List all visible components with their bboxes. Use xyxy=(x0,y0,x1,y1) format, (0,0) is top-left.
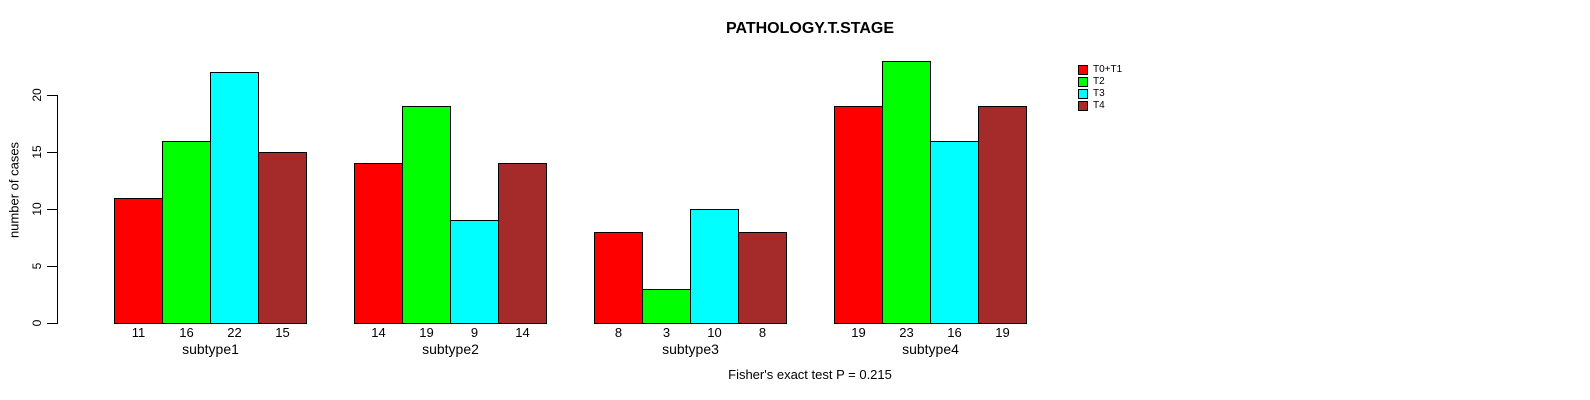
bar-value-label: 23 xyxy=(899,325,914,340)
y-tick-label: 10 xyxy=(30,202,44,216)
fisher-test-annotation: Fisher's exact test P = 0.215 xyxy=(728,367,892,382)
bar-value-label: 19 xyxy=(419,325,434,340)
legend-label: T3 xyxy=(1093,88,1105,99)
bar-t4-subtype3 xyxy=(738,232,787,324)
chart-title: PATHOLOGY.T.STAGE xyxy=(725,20,895,37)
y-tick xyxy=(47,323,57,324)
y-tick xyxy=(47,152,57,153)
bar-t0-t1-subtype4 xyxy=(834,106,883,324)
bar-t2-subtype2 xyxy=(402,106,451,324)
bar-value-label: 19 xyxy=(995,325,1010,340)
bar-t2-subtype3 xyxy=(642,289,691,324)
legend-label: T4 xyxy=(1093,100,1105,111)
bar-value-label: 14 xyxy=(371,325,386,340)
bar-value-label: 16 xyxy=(947,325,962,340)
category-label-subtype1: subtype1 xyxy=(182,341,239,357)
legend-label: T0+T1 xyxy=(1093,64,1123,75)
bar-t4-subtype2 xyxy=(498,163,547,324)
bar-t0-t1-subtype3 xyxy=(594,232,643,324)
bar-value-label: 15 xyxy=(275,325,290,340)
category-label-subtype2: subtype2 xyxy=(422,341,479,357)
bar-t2-subtype4 xyxy=(882,61,931,324)
bar-value-label: 19 xyxy=(851,325,866,340)
legend-swatch xyxy=(1078,65,1088,75)
bar-value-label: 11 xyxy=(131,325,146,340)
y-tick-label: 0 xyxy=(30,319,44,327)
legend: T0+T1 T2 T3 T4 xyxy=(1078,64,1122,112)
plot-area: 0 5 10 15 20 11 16 22 15 subtype1 14 19 9 14 subtype2 8… xyxy=(30,61,1027,357)
bar-value-label: 16 xyxy=(179,325,194,340)
bar-value-label: 10 xyxy=(707,325,722,340)
bar-t3-subtype3 xyxy=(690,209,739,324)
bar-t4-subtype1 xyxy=(258,152,307,324)
bar-value-label: 8 xyxy=(758,325,767,340)
y-axis-line xyxy=(57,95,58,324)
y-tick xyxy=(47,209,57,210)
bar-value-label: 8 xyxy=(614,325,623,340)
legend-item-t0-t1: T0+T1 xyxy=(1078,64,1122,76)
y-tick xyxy=(47,95,57,96)
bar-t3-subtype1 xyxy=(210,72,259,324)
category-label-subtype3: subtype3 xyxy=(662,341,719,357)
bar-value-label: 3 xyxy=(662,325,671,340)
legend-swatch xyxy=(1078,89,1088,99)
legend-label: T2 xyxy=(1093,76,1105,87)
bar-value-label: 9 xyxy=(470,325,479,340)
bar-t0-t1-subtype1 xyxy=(114,198,163,324)
bar-value-label: 22 xyxy=(227,325,242,340)
category-label-subtype4: subtype4 xyxy=(902,341,959,357)
legend-swatch xyxy=(1078,101,1088,111)
y-tick-label: 5 xyxy=(30,262,44,270)
y-tick-label: 15 xyxy=(30,145,44,159)
bar-t3-subtype2 xyxy=(450,220,499,324)
bar-value-label: 14 xyxy=(515,325,530,340)
legend-item-t2: T2 xyxy=(1078,76,1122,88)
legend-item-t4: T4 xyxy=(1078,100,1122,112)
y-tick-label: 20 xyxy=(30,88,44,102)
bar-t4-subtype4 xyxy=(978,106,1027,324)
legend-swatch xyxy=(1078,77,1088,87)
y-tick xyxy=(47,266,57,267)
bar-t3-subtype4 xyxy=(930,141,979,324)
legend-item-t3: T3 xyxy=(1078,88,1122,100)
bar-t2-subtype1 xyxy=(162,141,211,324)
bar-t0-t1-subtype2 xyxy=(354,163,403,324)
